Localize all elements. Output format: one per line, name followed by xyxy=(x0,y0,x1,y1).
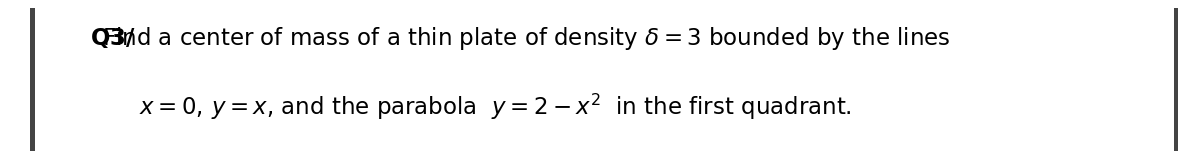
Text: Find a center of mass of a thin plate of density $\delta = 3$ bounded by the lin: Find a center of mass of a thin plate of… xyxy=(102,24,950,52)
Text: $x = 0,\, y = x$, and the parabola  $y = 2 - x^2$  in the first quadrant.: $x = 0,\, y = x$, and the parabola $y = … xyxy=(139,91,852,122)
Text: $\mathbf{Q3/}$: $\mathbf{Q3/}$ xyxy=(90,26,136,49)
